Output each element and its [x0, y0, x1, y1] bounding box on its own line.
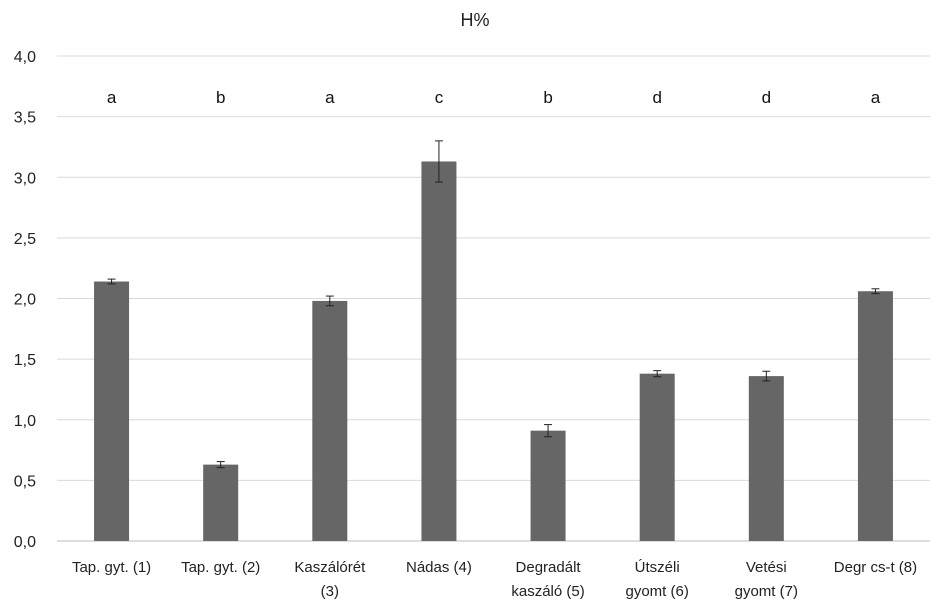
- error-bar: [107, 278, 116, 285]
- bar: [639, 373, 675, 541]
- x-tick-label: Tap. gyt. (1): [72, 559, 151, 576]
- significance-letter: a: [871, 88, 881, 107]
- x-tick-label: Nádas (4): [406, 559, 472, 576]
- bar: [748, 376, 784, 541]
- error-bar: [653, 370, 662, 378]
- x-tick-label: Degradált kaszáló (5): [511, 559, 584, 600]
- y-tick-label: 1,5: [14, 352, 36, 369]
- significance-letter: a: [107, 88, 117, 107]
- bar: [94, 281, 130, 541]
- chart-title: H%: [460, 10, 489, 30]
- bar: [857, 291, 893, 541]
- error-bar: [544, 424, 553, 438]
- y-tick-label: 4,0: [14, 49, 36, 66]
- error-bar: [325, 295, 334, 307]
- error-bar: [216, 461, 225, 469]
- y-tick-label: 2,5: [14, 231, 36, 248]
- significance-letter: b: [543, 88, 552, 107]
- x-tick-label: Tap. gyt. (2): [181, 559, 260, 576]
- x-tick-label: Vetési gyomt (7): [735, 559, 798, 600]
- error-bars: [107, 140, 880, 469]
- y-tick-label: 2,0: [14, 292, 36, 309]
- x-tick-label: Kaszálórét (3): [294, 559, 366, 600]
- gridlines: [57, 55, 930, 542]
- y-axis-tick-labels: 0,0 0,5 1,0 1,5 2,0 2,5 3,0 3,5 4,0: [14, 49, 36, 551]
- bar: [203, 464, 239, 541]
- y-tick-label: 0,0: [14, 534, 36, 551]
- bar: [530, 430, 566, 541]
- y-tick-label: 3,0: [14, 170, 36, 187]
- significance-letter: a: [325, 88, 335, 107]
- significance-letter: d: [652, 88, 661, 107]
- significance-letter: c: [435, 88, 444, 107]
- bars: [94, 161, 893, 542]
- y-tick-label: 0,5: [14, 473, 36, 490]
- y-tick-label: 1,0: [14, 413, 36, 430]
- x-axis-tick-labels: Tap. gyt. (1) Tap. gyt. (2) Kaszálórét (3) N…: [72, 559, 917, 600]
- error-bar: [434, 140, 443, 183]
- bar: [312, 300, 348, 541]
- bar: [421, 161, 457, 542]
- x-tick-label: Degr cs-t (8): [834, 559, 917, 576]
- significance-letter: d: [762, 88, 771, 107]
- error-bar: [762, 370, 771, 382]
- y-tick-label: 3,5: [14, 110, 36, 127]
- significance-letter: b: [216, 88, 225, 107]
- x-tick-label: Útszéli gyomt (6): [626, 559, 689, 600]
- error-bar: [871, 288, 880, 295]
